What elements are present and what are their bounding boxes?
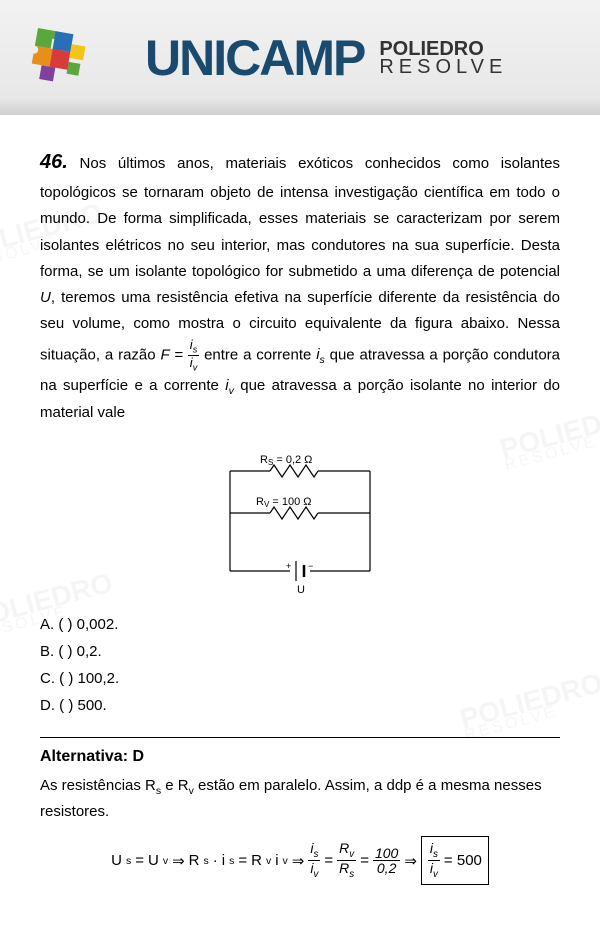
option-c: C. ( ) 100,2.	[40, 665, 560, 692]
boxed-result: isiv = 500	[421, 836, 489, 885]
var-iv: iv	[225, 377, 234, 394]
puzzle-logo-icon	[20, 18, 120, 98]
brand-name: POLIEDRO	[379, 40, 507, 58]
question-number: 46.	[40, 151, 68, 173]
question-text: 46. Nos últimos anos, materiais exóticos…	[40, 145, 560, 426]
answer-options: A. ( ) 0,002. B. ( ) 0,2. C. ( ) 100,2. …	[40, 611, 560, 719]
svg-text:−: −	[308, 561, 313, 571]
circuit-diagram: RS = 0,2 Ω RV = 100 Ω + − U	[40, 441, 560, 601]
ratio-fraction: isiv	[188, 338, 199, 373]
page-header: UNICAMP POLIEDRO RESOLVE	[0, 0, 600, 115]
correct-answer-label: Alternativa: D	[40, 748, 560, 766]
section-divider	[40, 737, 560, 738]
solution-text: As resistências Rs e Rv estão em paralel…	[40, 774, 560, 824]
brand-subtitle: RESOLVE	[379, 58, 507, 76]
option-a: A. ( ) 0,002.	[40, 611, 560, 638]
option-b: B. ( ) 0,2.	[40, 638, 560, 665]
question-content: 46. Nos últimos anos, materiais exóticos…	[0, 115, 600, 895]
rs-label: RS = 0,2 Ω	[260, 454, 312, 467]
brand-block: POLIEDRO RESOLVE	[379, 40, 507, 76]
page-title: UNICAMP	[145, 29, 364, 87]
svg-text:+: +	[286, 561, 291, 571]
question-body-3: entre a corrente	[199, 346, 316, 363]
solution-equation: Us = Uv ⇒ Rs · is = Rv iv ⇒ isiv = RvRs …	[40, 836, 560, 885]
rv-label: RV = 100 Ω	[256, 496, 311, 509]
option-d: D. ( ) 500.	[40, 692, 560, 719]
u-label: U	[297, 584, 305, 596]
question-body-1: Nos últimos anos, materiais exóticos con…	[40, 155, 560, 280]
var-U: U	[40, 289, 51, 306]
var-is: is	[316, 346, 325, 363]
ratio-prefix: F =	[160, 346, 187, 363]
